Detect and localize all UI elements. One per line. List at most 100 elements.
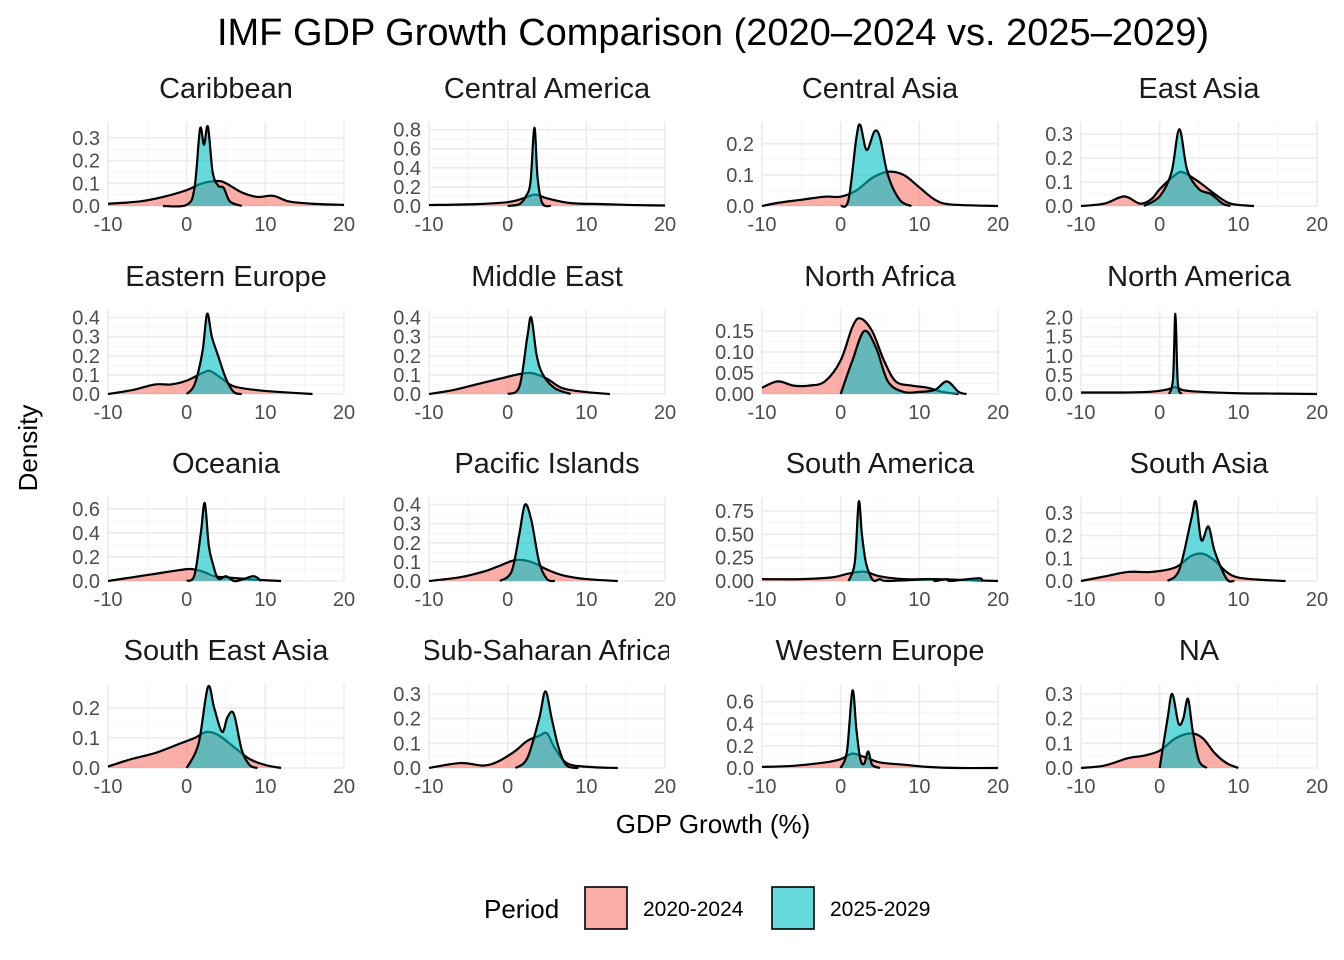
y-tick-label: 0.3	[393, 684, 421, 706]
y-tick-label: 0.3	[1045, 503, 1073, 525]
density-line-2025-2029	[839, 123, 912, 208]
density-line-2025-2029	[847, 500, 984, 583]
x-tick-label: 10	[254, 776, 276, 798]
y-tick-label: 0.0	[393, 758, 421, 780]
x-tick-label: -10	[94, 776, 123, 798]
x-tick-label: -10	[748, 214, 777, 236]
grid	[107, 497, 345, 582]
density-line-2025-2029	[514, 690, 579, 770]
x-tick-label: -10	[1067, 589, 1096, 611]
y-tick-label: 0.1	[726, 165, 754, 187]
x-tick-label: 0	[1154, 589, 1165, 611]
facet-sub-saharan-africa: Sub-Saharan Africa -10 0 10 20 0.0 0.10.2 0.3	[393, 635, 676, 798]
density-area-2025-2029	[186, 313, 242, 394]
density-line-2020-2024	[761, 752, 999, 770]
facet-title: Caribbean	[159, 73, 293, 105]
facet-oceania: Oceania -10 0 10 20 0.00.20.40.6	[72, 448, 355, 611]
density-line-2025-2029	[839, 329, 967, 396]
facet-title: South Asia	[1130, 448, 1270, 480]
legend-label-2025-2029: 2025-2029	[830, 898, 930, 921]
facet-title: Pacific Islands	[454, 448, 639, 480]
density-line-2025-2029	[185, 684, 258, 770]
x-tick-label: 10	[575, 589, 597, 611]
density-line-2025-2029	[507, 315, 571, 396]
x-tick-label: 10	[908, 776, 930, 798]
x-tick-label: 20	[333, 776, 355, 798]
density-area-2025-2029	[1143, 129, 1231, 206]
facet-eastern-europe: Eastern Europe -10 0 10 20 0.00.10.20.30.4	[72, 261, 355, 424]
y-tick-label: 0.1	[72, 173, 100, 195]
y-tick-label: 0.2	[72, 346, 100, 368]
x-tick-label: 20	[987, 214, 1009, 236]
x-tick-label: 20	[1306, 776, 1328, 798]
y-tick-label: 2.0	[1045, 308, 1073, 330]
density-line-2025-2029	[1166, 499, 1235, 583]
y-tick-label: 0.4	[72, 523, 100, 545]
y-tick-label: 0.2	[1045, 526, 1073, 548]
x-tick-label: 10	[1227, 402, 1249, 424]
x-tick-label: 0	[181, 402, 192, 424]
facet-south-asia: South Asia -10 0 10 20 0.00.10.20.3	[1045, 448, 1328, 611]
y-tick-label: 0.3	[1045, 124, 1073, 146]
x-tick-label: 20	[1306, 214, 1328, 236]
x-tick-label: 20	[654, 589, 676, 611]
y-tick-label: 0.3	[393, 514, 421, 536]
x-tick-label: 10	[1227, 589, 1249, 611]
y-tick-label: 0.3	[1045, 684, 1073, 706]
grid	[428, 310, 666, 395]
y-tick-label: 0.2	[72, 547, 100, 569]
y-tick-label: 0.1	[72, 365, 100, 387]
density-line-2025-2029	[1143, 128, 1231, 208]
y-tick-label: 0.50	[715, 524, 754, 546]
facet-south-east-asia: South East Asia -10 0 10 20 0.0 0.1 0.2	[72, 635, 355, 798]
y-tick-label: 0.00	[715, 384, 754, 406]
x-tick-label: 10	[254, 402, 276, 424]
x-tick-label: 0	[835, 214, 846, 236]
y-tick-label: 0.00	[715, 571, 754, 593]
density-area-2020-2024	[762, 753, 998, 769]
chart-title: IMF GDP Growth Comparison (2020–2024 vs.…	[217, 12, 1209, 54]
x-tick-label: 10	[1227, 776, 1249, 798]
y-tick-label: 0.0	[726, 758, 754, 780]
density-line-2025-2029	[185, 312, 242, 396]
density-line-2020-2024	[761, 317, 959, 396]
grid	[761, 497, 999, 582]
density-area-2025-2029	[848, 501, 983, 582]
y-tick-label: 0.1	[1045, 172, 1073, 194]
density-line-2025-2029	[1168, 312, 1183, 395]
y-tick-label: 0.0	[726, 196, 754, 218]
y-tick-label: 0.6	[72, 499, 100, 521]
y-tick-label: 0.75	[715, 501, 754, 523]
x-tick-label: -10	[748, 589, 777, 611]
density-line-2025-2029	[507, 126, 552, 208]
x-tick-label: 10	[908, 214, 930, 236]
density-area-2020-2024	[429, 732, 618, 768]
facet-caribbean: Caribbean -10 0 10 20 0.00.10.20.3	[72, 73, 355, 236]
x-tick-label: -10	[94, 402, 123, 424]
y-tick-label: 0.0	[1045, 758, 1073, 780]
density-area-2025-2029	[840, 330, 967, 394]
y-tick-label: 0.3	[72, 128, 100, 150]
facet-title: East Asia	[1139, 73, 1261, 105]
legend-swatch-2025-2029	[771, 886, 815, 930]
y-tick-label: 0.2	[72, 698, 100, 720]
facet-title: South East Asia	[124, 635, 330, 667]
facet-title: NA	[1179, 635, 1220, 667]
x-tick-label: 10	[254, 214, 276, 236]
density-area-2025-2029	[507, 317, 571, 394]
x-tick-label: -10	[415, 402, 444, 424]
density-area-2025-2029	[186, 685, 258, 768]
y-tick-label: 0.5	[1045, 365, 1073, 387]
y-tick-label: 0.6	[393, 139, 421, 161]
x-tick-label: 0	[181, 589, 192, 611]
y-tick-label: 0.0	[393, 196, 421, 218]
y-tick-label: 0.0	[72, 571, 100, 593]
legend: Period 2020-2024 2025-2029	[484, 886, 930, 930]
y-tick-label: 0.0	[72, 196, 100, 218]
x-tick-label: 10	[254, 589, 276, 611]
y-tick-label: 0.0	[72, 758, 100, 780]
legend-swatch-2020-2024	[584, 886, 628, 930]
density-line-2025-2029	[163, 124, 243, 208]
x-tick-label: 20	[654, 214, 676, 236]
y-tick-label: 0.0	[1045, 196, 1073, 218]
